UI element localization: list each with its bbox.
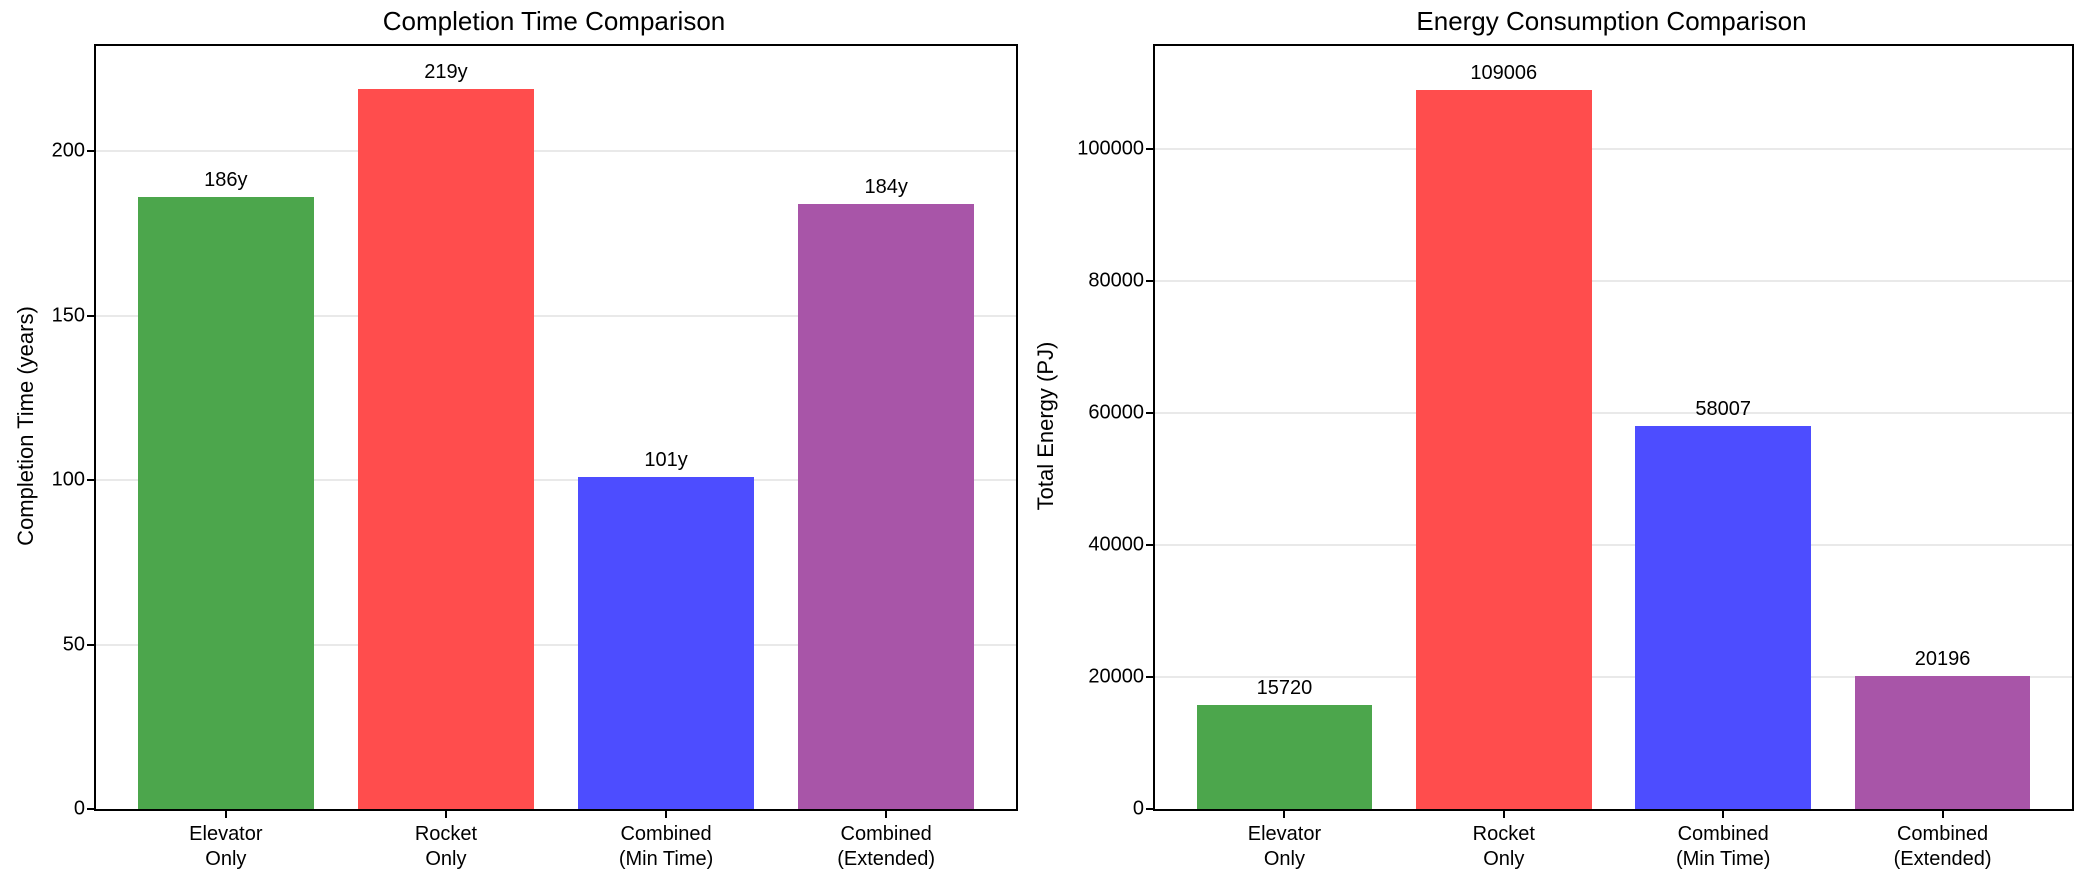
bar-combined-min-time xyxy=(1635,426,1811,809)
x-tick-label-elevator-only: Elevator Only xyxy=(189,823,263,870)
y-tick-label-150: 150 xyxy=(51,304,85,327)
gridline-y-60000 xyxy=(1155,411,2072,414)
x-tick-mark-rocket-only xyxy=(1502,811,1505,818)
x-tick-label-elevator-only: Elevator Only xyxy=(1247,823,1322,870)
x-tick-mark-combined-min-time xyxy=(665,811,668,818)
y-tick-mark-50 xyxy=(87,643,94,646)
y-tick-label-80000: 80000 xyxy=(1088,269,1144,292)
gridline-y-50 xyxy=(96,643,1016,646)
y-tick-label-0: 0 xyxy=(1132,797,1144,820)
y-tick-mark-40000 xyxy=(1146,543,1153,546)
y-tick-mark-80000 xyxy=(1146,279,1153,282)
y-tick-label-100000: 100000 xyxy=(1077,137,1144,160)
bar-value-label-combined-min-time: 58007 xyxy=(1695,398,1751,421)
plot-area-completion-time: 0 50 100 150 200 186y Elevator Only 219y Rocket … xyxy=(52,44,1018,870)
y-tick-mark-20000 xyxy=(1146,675,1153,678)
bar-combined-extended xyxy=(1854,675,2031,809)
y-tick-label-20000: 20000 xyxy=(1088,665,1144,688)
bar-value-label-combined-extended: 184y xyxy=(864,175,908,198)
y-tick-mark-100 xyxy=(87,479,94,482)
bar-rocket-only xyxy=(357,88,534,809)
y-tick-label-100: 100 xyxy=(51,468,85,491)
bar-value-label-combined-min-time: 101y xyxy=(644,448,688,471)
gridline-y-100000 xyxy=(1155,147,2072,150)
plot-area-energy-consumption: 0 20000 40000 60000 80000 100000 15720 Elevator… xyxy=(1077,44,2074,870)
x-tick-mark-combined-min-time xyxy=(1722,811,1725,818)
bar-elevator-only xyxy=(1196,705,1373,809)
x-tick-label-combined-min-time: Combined (Min Time) xyxy=(618,823,714,870)
gridline-y-40000 xyxy=(1155,543,2072,546)
y-tick-label-0: 0 xyxy=(73,797,85,820)
y-tick-label-50: 50 xyxy=(62,633,85,656)
y-tick-label-60000: 60000 xyxy=(1088,401,1144,424)
bar-value-label-rocket-only: 109006 xyxy=(1470,61,1538,84)
x-tick-label-combined-extended: Combined (Extended) xyxy=(1893,823,1992,870)
y-tick-mark-200 xyxy=(87,150,94,153)
bar-value-label-elevator-only: 186y xyxy=(204,169,248,192)
bar-value-label-combined-extended: 20196 xyxy=(1914,647,1971,670)
gridline-y-150 xyxy=(96,314,1016,317)
bar-combined-extended xyxy=(798,203,975,809)
y-tick-mark-0 xyxy=(87,808,94,810)
y-tick-label-200: 200 xyxy=(51,139,85,162)
x-tick-mark-combined-extended xyxy=(1941,811,1944,818)
y-axis-label-energy-consumption: Total Energy (PJ) xyxy=(1033,341,1058,511)
x-tick-mark-rocket-only xyxy=(444,811,447,818)
bar-value-label-elevator-only: 15720 xyxy=(1256,677,1313,700)
y-tick-mark-0 xyxy=(1146,808,1153,810)
bar-rocket-only xyxy=(1416,89,1592,809)
gridline-y-20000 xyxy=(1155,675,2072,678)
gridline-y-80000 xyxy=(1155,279,2072,282)
y-tick-mark-150 xyxy=(87,314,94,317)
x-tick-label-rocket-only: Rocket Only xyxy=(1472,823,1535,870)
bar-combined-min-time xyxy=(578,476,755,809)
x-tick-label-rocket-only: Rocket Only xyxy=(414,823,478,870)
x-tick-mark-combined-extended xyxy=(885,811,888,818)
y-tick-mark-60000 xyxy=(1146,411,1153,414)
chart-title-energy-consumption: Energy Consumption Comparison xyxy=(1416,6,1807,36)
y-tick-mark-100000 xyxy=(1146,147,1153,150)
x-tick-label-combined-min-time: Combined (Min Time) xyxy=(1675,823,1771,870)
chart-title-completion-time: Completion Time Comparison xyxy=(382,6,726,36)
bar-value-label-rocket-only: 219y xyxy=(424,60,468,83)
gridline-y-100 xyxy=(96,479,1016,482)
bar-elevator-only xyxy=(137,197,314,809)
y-tick-label-40000: 40000 xyxy=(1088,533,1144,556)
gridline-y-200 xyxy=(96,150,1016,153)
x-tick-mark-elevator-only xyxy=(224,811,227,818)
y-axis-label-completion-time: Completion Time (years) xyxy=(13,306,38,546)
x-tick-label-combined-extended: Combined (Extended) xyxy=(837,823,936,870)
x-tick-mark-elevator-only xyxy=(1283,811,1286,818)
